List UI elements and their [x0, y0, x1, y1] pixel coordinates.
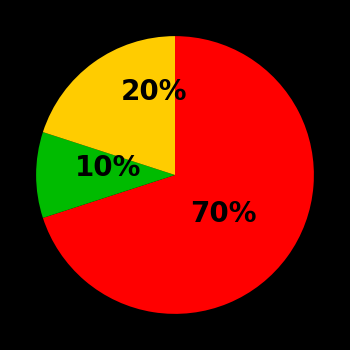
Wedge shape: [43, 36, 314, 314]
Text: 70%: 70%: [190, 200, 257, 228]
Text: 10%: 10%: [75, 154, 141, 182]
Text: 20%: 20%: [121, 78, 187, 106]
Wedge shape: [43, 36, 175, 175]
Wedge shape: [36, 132, 175, 218]
